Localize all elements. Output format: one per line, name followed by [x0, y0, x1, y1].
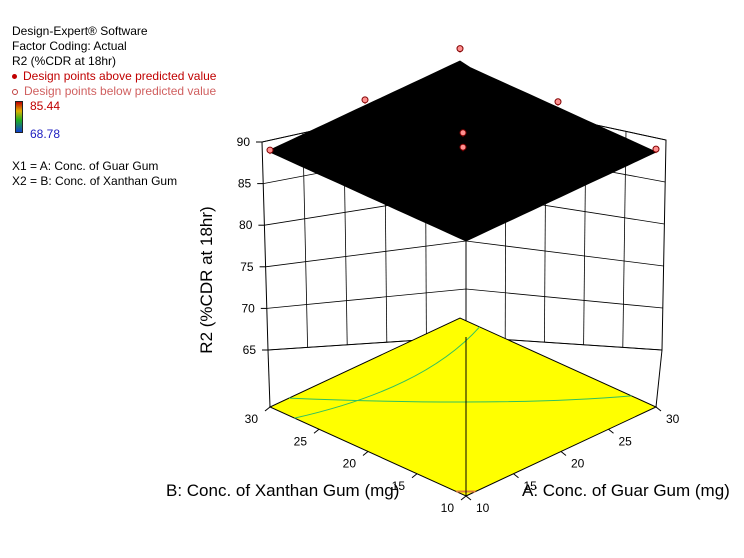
z-tick-label: 75 [240, 260, 254, 274]
a-tick [560, 451, 567, 456]
response-label: R2 (%CDR at 18hr) [12, 54, 117, 68]
z-axis-title: R2 (%CDR at 18hr) [197, 206, 216, 353]
a-axis-title: A: Conc. of Guar Gum (mg) [522, 481, 730, 500]
factor-x1: X1 = A: Conc. of Guar Gum [12, 159, 159, 173]
axis-labels: 90 85 80 75 70 65 10 15 20 25 30 30 25 20 15 10 85.6275 R… [166, 135, 730, 515]
b-axis-title: B: Conc. of Xanthan Gum (mg) [166, 481, 399, 500]
b-tick-label: 15 [392, 479, 406, 493]
contour-line [294, 326, 480, 419]
a-tick [513, 473, 519, 479]
z-tick-label: 65 [243, 343, 257, 357]
below-point-marker [12, 88, 18, 95]
b-tick [411, 473, 418, 479]
design-points [266, 45, 660, 155]
design-point [266, 146, 274, 154]
z-gridline [266, 288, 663, 309]
b-tick-label: 30 [245, 412, 259, 426]
left-wall-gridline [302, 132, 308, 348]
a-tick [465, 495, 472, 501]
design-point [361, 96, 369, 104]
contour-plane [268, 317, 658, 497]
legend-above: Design points above predicted value [12, 69, 216, 84]
z-tick-label: 70 [241, 301, 255, 315]
b-tick-label: 25 [294, 434, 308, 448]
legend-below-text: Design points below predicted value [24, 84, 217, 98]
design-point [459, 143, 467, 151]
right-wall-gridline [622, 131, 627, 348]
b-tick [264, 406, 271, 412]
annotation-box [422, 165, 466, 179]
a-tick-label: 10 [476, 501, 490, 515]
b-tick [313, 428, 320, 434]
floor-contour [267, 317, 663, 497]
legend-min-value: 68.78 [30, 127, 61, 141]
z-tick-label: 90 [237, 135, 251, 149]
design-point [652, 145, 660, 153]
annotation-label: 85.6275 [426, 167, 459, 177]
right-edge [655, 349, 663, 408]
b-tick [460, 495, 467, 501]
software-label: Design-Expert® Software [12, 24, 148, 38]
a-tick-label: 25 [619, 434, 633, 448]
color-scale-bar [15, 101, 23, 133]
a-tick-label: 20 [571, 457, 585, 471]
legend-max-value: 85.44 [30, 99, 61, 113]
z-tick-label: 85 [238, 177, 252, 191]
design-point [459, 129, 467, 137]
factor-x2: X2 = B: Conc. of Xanthan Gum [12, 174, 178, 188]
contour-line [288, 395, 632, 403]
a-tick [655, 406, 662, 412]
b-tick-label: 20 [343, 457, 357, 471]
factor-coding-label: Factor Coding: Actual [12, 39, 127, 53]
z-tick-label: 80 [239, 218, 253, 232]
design-point [456, 45, 464, 53]
design-point [554, 98, 562, 106]
legend-below: Design points below predicted value [12, 84, 216, 99]
b-tick [362, 451, 369, 456]
a-tick-label: 30 [666, 412, 680, 426]
a-tick [608, 428, 614, 434]
legend-above-text: Design points above predicted value [23, 69, 217, 83]
left-edge [267, 349, 271, 408]
b-tick-label: 10 [441, 501, 455, 515]
a-tick-label: 15 [524, 479, 538, 493]
above-point-marker [12, 74, 17, 80]
